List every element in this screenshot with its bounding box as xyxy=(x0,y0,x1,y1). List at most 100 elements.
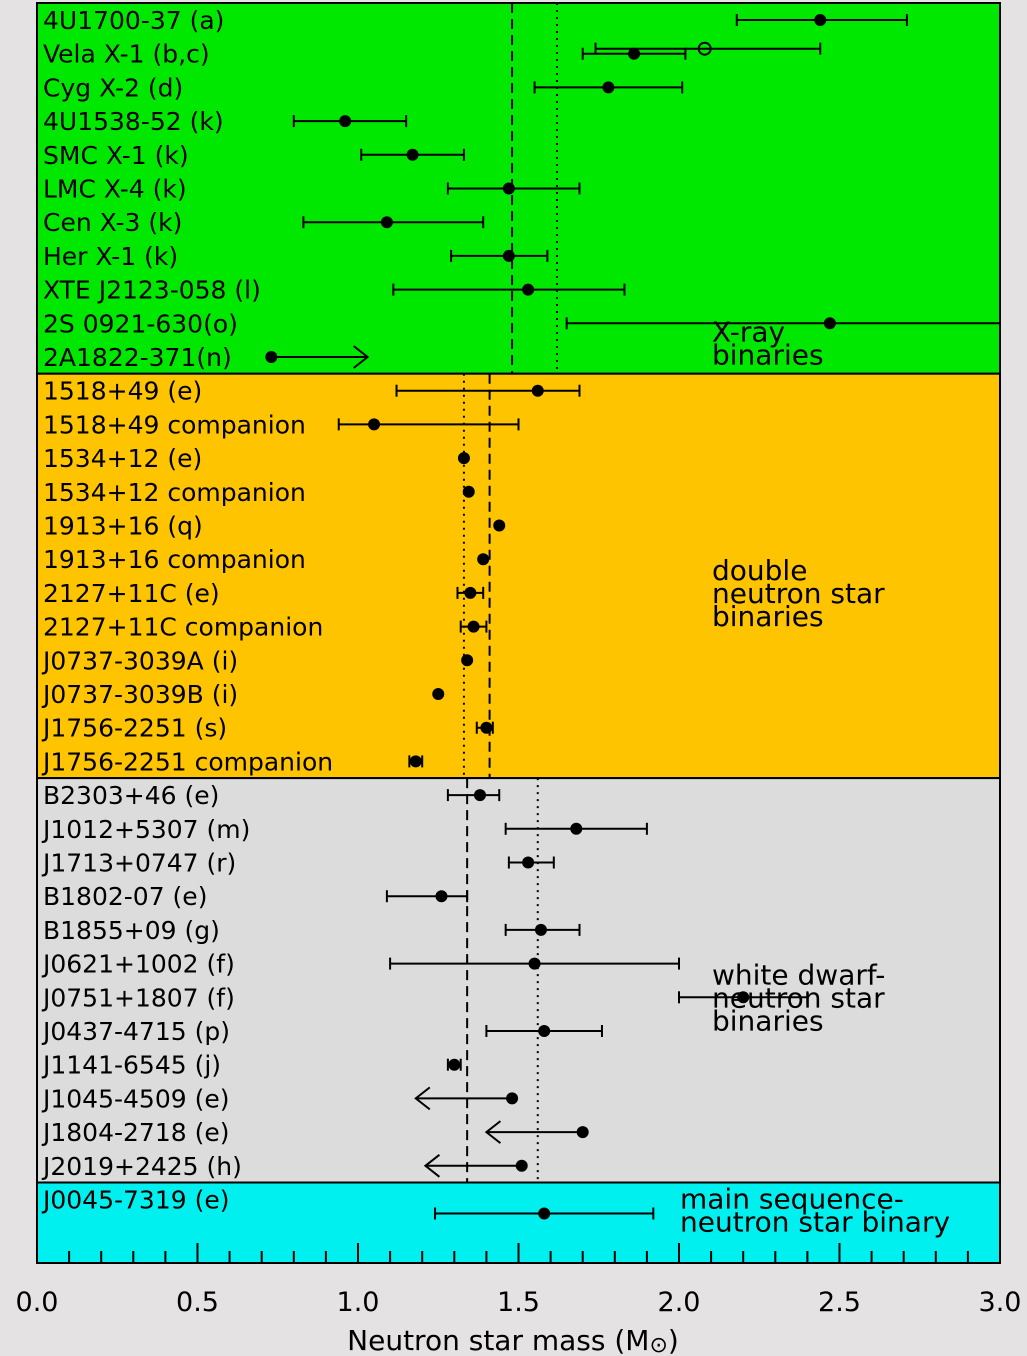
row-label: LMC X-4 (k) xyxy=(43,175,187,204)
data-point xyxy=(737,991,750,1004)
group-label: X-ray binaries xyxy=(712,316,824,372)
row-label: 2S 0921-630(o) xyxy=(43,309,238,338)
arrow-head xyxy=(353,345,370,369)
group-label: double neutron star binaries xyxy=(712,554,885,633)
data-point xyxy=(461,654,474,667)
data-point xyxy=(457,452,470,465)
row-label: J0437-4715 (p) xyxy=(41,1017,230,1046)
group-label-line: white dwarf- xyxy=(712,958,885,991)
data-point xyxy=(435,890,448,903)
x-axis-title: Neutron star mass (M⊙) xyxy=(347,1324,679,1356)
row-label: B1802-07 (e) xyxy=(43,882,207,911)
data-point xyxy=(538,1207,551,1220)
row-label: 2127+11C (e) xyxy=(43,579,220,608)
data-point xyxy=(467,620,480,633)
row-label: J0751+1807 (f) xyxy=(41,983,235,1012)
row-label: Vela X-1 (b,c) xyxy=(43,40,210,69)
group-label: white dwarf-neutron star binaries xyxy=(712,958,885,1037)
arrow-head xyxy=(423,1154,441,1178)
x-tick-label: 1.0 xyxy=(337,1287,380,1318)
row-label: J1012+5307 (m) xyxy=(41,815,250,844)
open-point xyxy=(697,41,712,56)
data-point xyxy=(538,1025,551,1037)
x-axis-title-close: ) xyxy=(668,1324,679,1356)
group-label-line: neutron star xyxy=(712,981,885,1014)
data-point xyxy=(406,148,419,161)
data-point xyxy=(493,519,506,532)
data-point xyxy=(339,115,352,128)
row-label: J1756-2251 (s) xyxy=(41,714,227,743)
row-label: J1804-2718 (e) xyxy=(41,1118,229,1147)
row-labels: 4U1700-37 (a) Vela X-1 (b,c) Cyg X-2 (d) 4U… xyxy=(41,6,333,1215)
data-point xyxy=(265,351,278,363)
group-label-line: binaries xyxy=(712,600,824,633)
group-label-line: binaries xyxy=(712,339,824,372)
row-label: 1913+16 companion xyxy=(43,545,306,574)
x-tick-label: 2.5 xyxy=(818,1287,861,1318)
row-label: B1855+09 (g) xyxy=(43,916,220,945)
group-label: main sequence-neutron star binary xyxy=(680,1183,950,1239)
data-point xyxy=(823,317,836,330)
row-label: Cen X-3 (k) xyxy=(43,208,182,237)
row-label: Her X-1 (k) xyxy=(43,242,178,271)
group-label-line: neutron star xyxy=(712,577,885,610)
data-point xyxy=(515,1159,528,1172)
row-label: 1534+12 (e) xyxy=(43,444,202,473)
data-point xyxy=(432,688,445,700)
data-point xyxy=(628,47,641,60)
data-points xyxy=(265,14,836,1220)
row-label: J1141-6545 (j) xyxy=(41,1051,221,1080)
row-label: SMC X-1 (k) xyxy=(43,141,189,170)
x-tick-label: 0.0 xyxy=(16,1287,59,1318)
row-label: 1518+49 companion xyxy=(43,410,306,439)
x-axis: 0.0 0.5 1.0 1.5 2.0 2.5 3.0 xyxy=(16,1243,1022,1318)
row-label: 1534+12 companion xyxy=(43,478,306,507)
group-label-line: binaries xyxy=(712,1004,824,1037)
row-label: 4U1538-52 (k) xyxy=(43,107,224,136)
data-point xyxy=(480,721,493,734)
group-band xyxy=(36,372,1001,780)
row-label: 1518+49 (e) xyxy=(43,377,202,406)
data-point xyxy=(448,1058,461,1071)
data-point xyxy=(464,586,477,599)
data-point xyxy=(380,216,393,229)
row-label: J0621+1002 (f) xyxy=(41,950,235,979)
arrow-head xyxy=(484,1120,502,1144)
row-label: J0737-3039B (i) xyxy=(41,680,238,709)
data-point xyxy=(576,1126,589,1139)
row-label: XTE J2123-058 (l) xyxy=(43,276,261,305)
row-label: J1713+0747 (r) xyxy=(41,849,236,878)
x-tick-label: 2.0 xyxy=(658,1287,701,1318)
x-tick-label: 0.5 xyxy=(176,1287,219,1318)
data-point xyxy=(534,923,547,936)
row-label: J1045-4509 (e) xyxy=(41,1084,229,1113)
group-label-line: main sequence- xyxy=(680,1183,904,1216)
row-label: J2019+2425 (h) xyxy=(41,1152,242,1181)
row-label: Cyg X-2 (d) xyxy=(43,73,183,102)
row-label: 1913+16 (q) xyxy=(43,512,203,541)
data-point xyxy=(409,755,422,768)
x-axis-title-text: Neutron star mass (M xyxy=(347,1324,649,1356)
data-point xyxy=(502,249,515,262)
group-band xyxy=(36,777,1001,1184)
group-label-line: neutron star binary xyxy=(680,1206,950,1239)
group-label-line: X-ray xyxy=(712,316,785,349)
row-label: 4U1700-37 (a) xyxy=(43,6,224,35)
data-point xyxy=(531,384,544,397)
row-label: J0737-3039A (i) xyxy=(41,646,238,675)
data-point xyxy=(522,283,535,296)
row-label: J1756-2251 companion xyxy=(41,747,333,776)
x-tick-label: 3.0 xyxy=(979,1287,1022,1318)
data-point xyxy=(570,822,583,835)
data-point xyxy=(602,81,615,94)
data-point xyxy=(528,957,541,970)
row-label: 2127+11C companion xyxy=(43,613,323,642)
row-label: J0045-7319 (e) xyxy=(41,1186,229,1215)
data-point xyxy=(462,485,475,498)
solar-symbol: ⊙ xyxy=(649,1333,667,1356)
data-point xyxy=(368,418,381,431)
data-point xyxy=(477,553,490,566)
data-point xyxy=(473,789,486,802)
